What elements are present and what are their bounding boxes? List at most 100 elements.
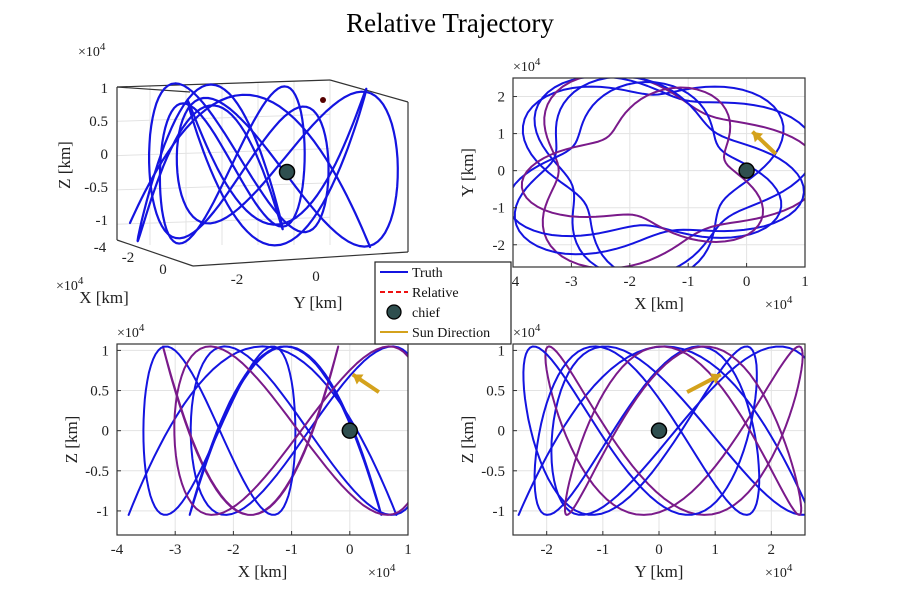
p3d-trajectory-loop <box>136 83 284 243</box>
plot-3d-box <box>116 86 191 93</box>
pxy-chief-marker <box>738 162 755 179</box>
pxz-xlabel: X [km] <box>238 562 288 581</box>
pxy-ymult: ×104 <box>513 56 541 75</box>
plot-yz-trajectory <box>517 345 805 516</box>
pxz-xtick-label: -1 <box>285 542 298 558</box>
plot-3d-trajectory <box>128 82 399 249</box>
pxy-xlabel: X [km] <box>634 294 684 313</box>
p3d-zlabel: Z [km] <box>55 141 74 189</box>
pyz-ytick-label: 1 <box>498 343 506 359</box>
pyz-xtick-label: 1 <box>711 542 719 558</box>
legend-sun-label: Sun Direction <box>412 326 490 341</box>
plot-yz-marks <box>650 372 722 439</box>
pxy-trajectory-loop <box>520 86 764 243</box>
pxy-ytick-label: 0 <box>498 164 506 180</box>
pxz-xmult: ×104 <box>368 562 396 581</box>
pxz-xtick-label: -3 <box>169 542 182 558</box>
pxy-ytick-label: -1 <box>493 201 506 217</box>
pxy-ytick-label: 2 <box>498 90 506 106</box>
pxz-trajectory-loop <box>142 345 297 516</box>
p3d-ztick-label: 0.5 <box>89 114 108 130</box>
pyz-xmult: ×104 <box>765 562 793 581</box>
pyz-xtick-label: -1 <box>597 542 610 558</box>
plot-xz-trajectory <box>127 345 408 516</box>
pxy-xtick-label: 1 <box>801 274 809 290</box>
legend-entry-sun: Sun Direction <box>380 326 490 341</box>
pxz-trajectory-loop <box>188 345 383 516</box>
pxy-xtick-label: -2 <box>624 274 637 290</box>
legend-truth-label: Truth <box>412 266 443 281</box>
plot-yz-ticks: -2 -1 0 1 2 1 0.5 0 -0.5 -1 Y [km] Z [km] ×104 ×104 <box>458 322 793 581</box>
p3d-ztick-label: -0.5 <box>84 180 108 196</box>
pyz-trajectory-loop <box>533 345 761 516</box>
pyz-xtick-label: 0 <box>655 542 663 558</box>
p3d-trajectory-loop <box>175 90 399 248</box>
pxz-sun-arrowhead <box>352 374 364 385</box>
pxy-trajectory-loop <box>533 78 805 267</box>
pxz-trajectory-loop <box>162 345 340 516</box>
p3d-trajectory-loop <box>128 93 372 249</box>
pxz-xtick-label: 0 <box>346 542 354 558</box>
pxy-trajectory-loop <box>541 78 805 267</box>
pyz-ylabel: Z [km] <box>458 416 477 464</box>
plot-xy-marks <box>738 130 778 179</box>
pxz-ymult: ×104 <box>117 322 145 341</box>
p3d-chief-marker <box>278 163 296 181</box>
pxz-ytick-label: 1 <box>102 343 110 359</box>
p3d-ztick-label: -1 <box>96 213 109 229</box>
pxy-xmult: ×104 <box>765 294 793 313</box>
pxz-ytick-label: -1 <box>97 504 110 520</box>
p3d-xtick-label: -4 <box>94 240 107 256</box>
p3d-ylabel: Y [km] <box>294 293 343 312</box>
p3d-trajectory-loop <box>186 87 368 247</box>
pyz-xtick-label: -2 <box>540 542 553 558</box>
legend-entry-truth: Truth <box>380 266 443 281</box>
pxy-trajectory-loop <box>513 78 805 256</box>
pxz-ylabel: Z [km] <box>62 416 81 464</box>
pxz-ytick-label: -0.5 <box>85 464 109 480</box>
legend-chief-label: chief <box>412 306 440 321</box>
pyz-ytick-label: -1 <box>493 504 506 520</box>
legend-box <box>374 261 512 345</box>
pyz-trajectory-loop <box>564 345 803 516</box>
p3d-gridline <box>116 113 331 122</box>
plot-xy-axes-box <box>512 77 806 268</box>
p3d-xlabel: X [km] <box>79 288 129 307</box>
pxy-xtick-label: 0 <box>743 274 751 290</box>
pyz-trajectory-loop <box>544 345 804 516</box>
legend-chief-marker <box>386 304 402 320</box>
pxz-ytick-label: 0.5 <box>90 384 109 400</box>
pxy-trajectory-loop <box>521 85 785 267</box>
p3d-ytick-label: 0 <box>312 269 320 285</box>
p3d-xtick-label: 0 <box>159 262 167 278</box>
p3d-xtick-label: -2 <box>122 250 135 266</box>
pxy-sun-arrowhead <box>752 131 764 143</box>
pyz-ytick-label: 0 <box>498 424 506 440</box>
plot-yz: -2 -1 0 1 2 1 0.5 0 -0.5 -1 Y [km] Z [km] ×104 ×104 <box>458 322 806 581</box>
pxy-xtick-label: -3 <box>565 274 578 290</box>
plot-xz-marks <box>341 372 381 439</box>
pxy-trajectory-loop <box>513 81 783 239</box>
p3d-xmult: ×104 <box>56 275 84 294</box>
plot-3d: 10.50-0.5-1Z [km]×104-4-20X [km]×104 -2 0Y… <box>55 41 409 312</box>
legend-entry-relative: Relative <box>380 286 459 301</box>
plot-xz-grid <box>116 344 409 535</box>
pyz-ytick-label: 0.5 <box>486 384 505 400</box>
p3d-ztick-label: 1 <box>101 81 109 97</box>
pxz-xtick-label: -2 <box>227 542 240 558</box>
pxz-xtick-label: -4 <box>111 542 124 558</box>
pxz-xtick-label: 1 <box>404 542 412 558</box>
pyz-sun-arrowhead <box>710 373 721 384</box>
pxz-trajectory-loop <box>189 345 408 516</box>
pxy-xtick-label: -1 <box>682 274 695 290</box>
plot-xz-axes-box <box>116 343 409 536</box>
pxz-chief-marker <box>341 422 359 439</box>
legend-entry-chief: chief <box>386 304 440 321</box>
plot-xz-ticks: -4 -3 -2 -1 0 1 1 0.5 0 -0.5 -1 X [km] Z [km] ×104 ×10… <box>62 322 412 581</box>
legend-relative-label: Relative <box>412 286 459 301</box>
p3d-ytick-label: -2 <box>231 272 244 288</box>
pyz-xlabel: Y [km] <box>635 562 684 581</box>
